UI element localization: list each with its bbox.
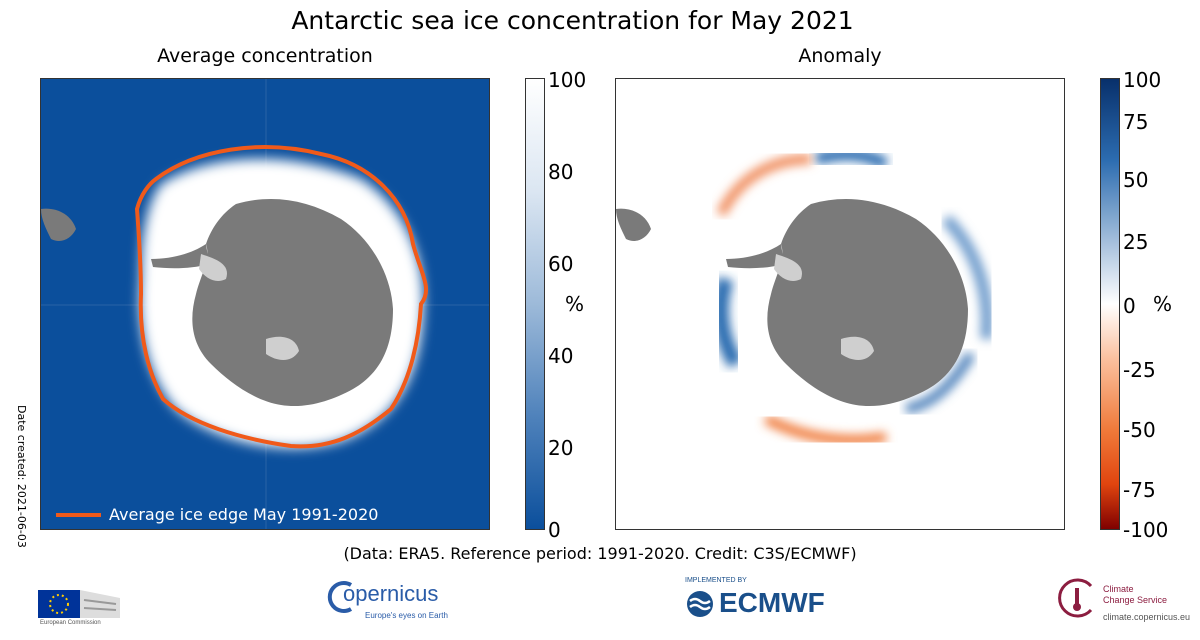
negative-anomaly [763,414,887,445]
antarctica-land [192,199,393,407]
c3s-logo: Climate Change Service climate.copernicu… [1055,572,1195,632]
ross-ice-shelf [266,336,299,360]
positive-anomaly [941,214,993,340]
colorbar-tick: 20 [548,436,574,460]
positive-anomaly [904,351,976,414]
colorbar-tick: 40 [548,344,574,368]
eu-logo-text: European Commission [40,620,101,626]
colorbar-tick: 0 [548,518,561,542]
south-america-land [41,208,76,241]
colorbar-tick: 60 [548,252,574,276]
colorbar-tick: -75 [1123,478,1156,502]
c3s-thermometer-icon [1058,578,1093,618]
c3s-line2: Change Service [1103,595,1168,605]
negative-anomaly [716,154,812,217]
copernicus-c-icon [327,581,353,613]
ronne-ice-shelf [199,254,227,281]
ecmwf-logo: IMPLEMENTED BY ECMWF [685,575,865,630]
colorbar-tick: 75 [1123,110,1149,134]
eu-building-icon [38,590,120,618]
ross-ice-shelf [841,336,874,360]
colorbar-tick: 80 [548,160,574,184]
concentration-map: Average ice edge May 1991-2020 [40,78,490,530]
antarctic-peninsula [151,244,209,269]
positive-anomaly [814,148,889,170]
colorbar-tick: 0 [1123,294,1136,318]
legend-label: Average ice edge May 1991-2020 [109,505,379,524]
colorbar-tick: -100 [1123,518,1169,542]
anomaly-colorbar [1100,78,1120,530]
colorbar-tick: 50 [1123,168,1149,192]
ecmwf-implemented-by: IMPLEMENTED BY [685,577,747,584]
copernicus-logo: opernicus Europe's eyes on Earth [325,575,485,630]
colorbar-unit: % [565,292,585,316]
data-credit: (Data: ERA5. Reference period: 1991-2020… [343,544,857,563]
c3s-url: climate.copernicus.eu [1103,612,1191,622]
right-panel-title: Anomaly [798,45,882,67]
eu-logo: European Commission [20,570,125,635]
colorbar-tick: -25 [1123,358,1156,382]
anomaly-map-svg [616,148,993,445]
left-panel-title: Average concentration [157,45,373,67]
date-created: Date created: 2021-06-03 [15,405,28,548]
ronne-ice-shelf [774,254,802,281]
anomaly-map [615,78,1065,530]
colorbar-tick: 100 [1123,68,1162,92]
colorbar-tick: 100 [548,68,587,92]
antarctica-land [767,199,968,407]
south-america-land [616,208,651,241]
page-title: Antarctic sea ice concentration for May … [291,6,854,35]
colorbar-tick: -50 [1123,418,1156,442]
antarctic-peninsula [726,244,784,269]
colorbar-tick: 25 [1123,230,1149,254]
ecmwf-wordmark: ECMWF [719,587,825,618]
concentration-map-svg [41,79,489,529]
average-ice-edge [134,145,429,449]
copernicus-tagline: Europe's eyes on Earth [365,611,448,620]
c3s-line1: Climate [1103,584,1134,594]
ecmwf-wave-icon [687,591,713,617]
copernicus-wordmark: opernicus [343,581,439,606]
positive-anomaly [712,276,743,369]
concentration-colorbar [525,78,545,530]
colorbar-unit: % [1153,292,1173,316]
